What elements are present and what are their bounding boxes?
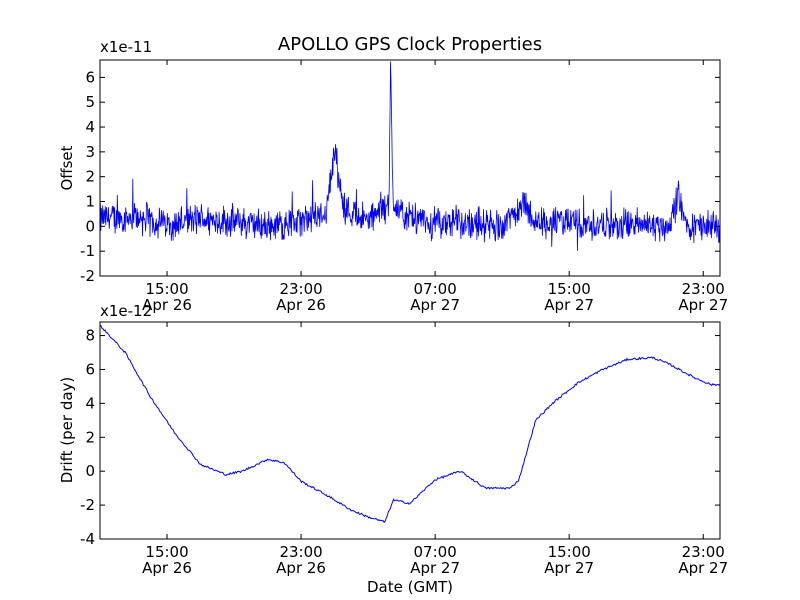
drift-y-axis-label: Drift (per day) [58, 377, 76, 484]
x-tick-time-label: 23:00 [279, 543, 322, 561]
y-tick-label: 6 [85, 360, 95, 378]
drift-exponent-label: x1e-12 [100, 302, 152, 320]
y-tick-label: 2 [85, 428, 95, 446]
x-tick-time-label: 15:00 [145, 280, 188, 298]
x-tick-time-label: 15:00 [145, 543, 188, 561]
y-tick-label: -2 [80, 267, 95, 285]
x-tick-date-label: Apr 27 [544, 559, 594, 577]
x-tick-date-label: Apr 26 [142, 559, 192, 577]
x-tick-date-label: Apr 27 [678, 559, 728, 577]
y-tick-label: -1 [80, 242, 95, 260]
offset-exponent-label: x1e-11 [100, 38, 152, 56]
x-tick-date-label: Apr 26 [142, 296, 192, 314]
x-tick-date-label: Apr 27 [410, 559, 460, 577]
y-tick-label: 0 [85, 462, 95, 480]
y-tick-label: 3 [85, 143, 95, 161]
x-tick-time-label: 23:00 [279, 280, 322, 298]
offset-y-axis-label: Offset [58, 145, 76, 190]
y-tick-label: 8 [85, 327, 95, 345]
x-axis-label: Date (GMT) [367, 578, 453, 596]
offset-plot-frame [99, 59, 721, 277]
x-tick-date-label: Apr 26 [276, 559, 326, 577]
x-tick-time-label: 15:00 [548, 280, 591, 298]
x-tick-time-label: 23:00 [682, 543, 725, 561]
x-tick-date-label: Apr 27 [678, 296, 728, 314]
x-tick-date-label: Apr 27 [544, 296, 594, 314]
y-tick-label: 4 [85, 118, 95, 136]
drift-series-line [99, 324, 721, 524]
offset-series-line [99, 61, 721, 252]
x-tick-time-label: 07:00 [414, 543, 457, 561]
x-tick-time-label: 15:00 [548, 543, 591, 561]
x-tick-time-label: 07:00 [414, 280, 457, 298]
y-tick-label: 6 [85, 68, 95, 86]
x-tick-date-label: Apr 27 [410, 296, 460, 314]
y-tick-label: -2 [80, 496, 95, 514]
y-tick-label: 0 [85, 217, 95, 235]
y-tick-label: 2 [85, 168, 95, 186]
drift-plot-frame [99, 321, 721, 540]
chart-title: APOLLO GPS Clock Properties [278, 34, 542, 55]
y-tick-label: 5 [85, 93, 95, 111]
y-tick-label: 4 [85, 394, 95, 412]
x-tick-time-label: 23:00 [682, 280, 725, 298]
y-tick-label: 1 [85, 193, 95, 211]
x-tick-date-label: Apr 26 [276, 296, 326, 314]
y-tick-label: -4 [80, 530, 95, 548]
